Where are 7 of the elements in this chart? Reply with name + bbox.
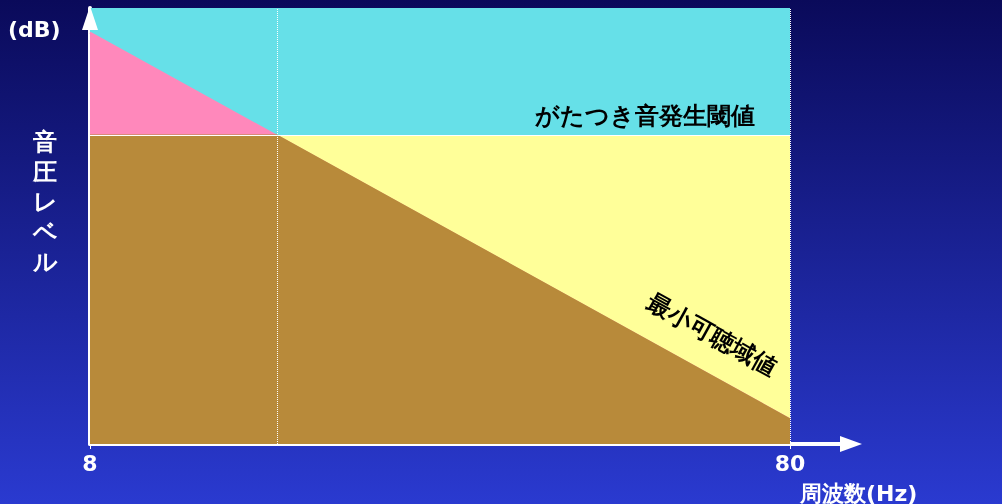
y-axis-title: 音圧レベル <box>31 128 58 276</box>
text: 最小可聴域値 <box>641 287 782 382</box>
x-tick-label: 8 <box>82 450 98 476</box>
text: (dB) <box>8 16 61 42</box>
ref-line-label: がたつき音発生閾値 <box>535 101 755 130</box>
x-tick-label: 80 <box>774 450 806 476</box>
x-axis-title: 周波数(Hz) <box>799 480 918 504</box>
